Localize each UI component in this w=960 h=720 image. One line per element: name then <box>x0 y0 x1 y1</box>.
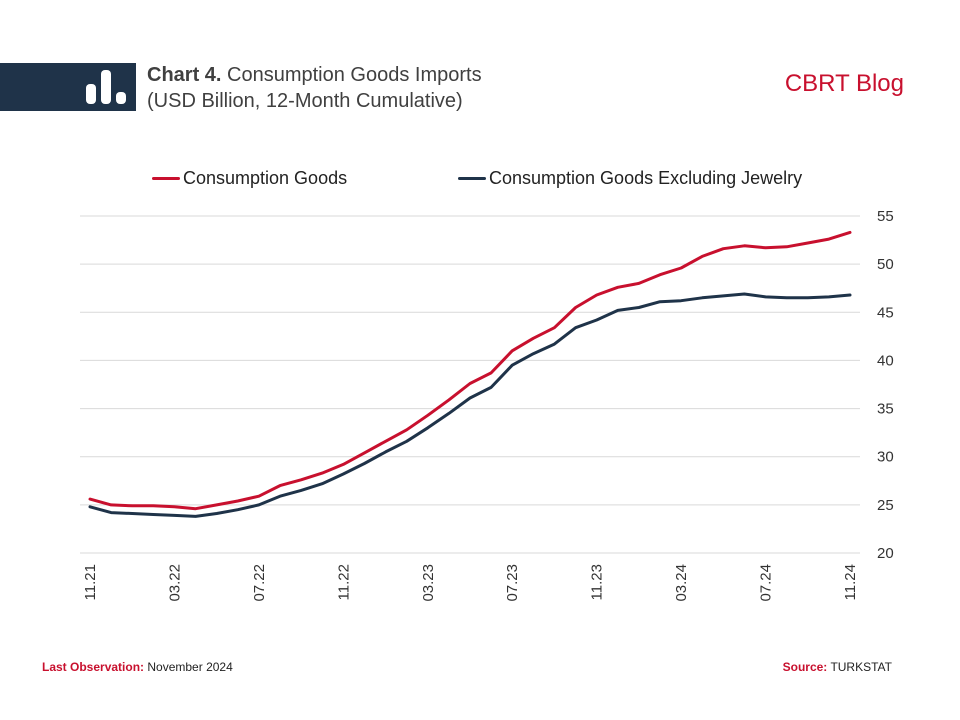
legend-item-excluding-jewelry: Consumption Goods Excluding Jewelry <box>458 168 802 189</box>
x-tick-label: 11.23 <box>589 564 606 600</box>
chart-subtitle: (USD Billion, 12-Month Cumulative) <box>147 90 463 112</box>
x-tick-label: 11.21 <box>82 564 99 600</box>
legend-swatch <box>458 177 486 180</box>
y-tick-label: 40 <box>877 352 894 369</box>
source-label: Source: <box>782 660 828 674</box>
legend-item-consumption-goods: Consumption Goods <box>152 168 347 189</box>
y-tick-label: 20 <box>877 545 894 562</box>
y-tick-label: 55 <box>877 208 894 225</box>
legend-label: Consumption Goods Excluding Jewelry <box>489 168 803 188</box>
chart-title-block: Chart 4. Consumption Goods Imports (USD … <box>147 62 482 114</box>
header-bar <box>0 63 136 111</box>
last-observation-value: November 2024 <box>147 660 233 674</box>
bar-chart-icon <box>86 70 126 104</box>
y-tick-label: 30 <box>877 449 894 466</box>
x-tick-label: 03.23 <box>420 564 437 602</box>
y-tick-label: 45 <box>877 304 894 321</box>
x-tick-label: 03.22 <box>166 564 183 602</box>
x-tick-label: 03.24 <box>673 564 690 602</box>
last-observation-label: Last Observation: <box>42 660 145 674</box>
legend-swatch <box>152 177 180 180</box>
x-tick-label: 07.23 <box>504 564 521 602</box>
y-tick-label: 50 <box>877 256 894 273</box>
y-tick-label: 35 <box>877 401 894 418</box>
x-tick-label: 07.22 <box>251 564 268 602</box>
last-observation: Last Observation: November 2024 <box>42 660 233 674</box>
chart-title: Consumption Goods Imports <box>227 64 482 86</box>
brand-label: CBRT Blog <box>784 70 904 97</box>
legend: Consumption Goods Consumption Goods Excl… <box>0 168 960 192</box>
series-line-consumption-goods <box>88 230 852 511</box>
chart-number: Chart 4. <box>147 64 222 86</box>
source: Source: TURKSTAT <box>783 660 892 674</box>
series-line-excluding-jewelry <box>88 292 852 518</box>
legend-label: Consumption Goods <box>183 168 348 188</box>
x-tick-label: 07.24 <box>758 564 775 602</box>
y-tick-label: 25 <box>877 497 894 514</box>
x-tick-label: 11.22 <box>335 564 352 600</box>
source-value: TURKSTAT <box>830 660 892 674</box>
x-tick-label: 11.24 <box>842 564 859 600</box>
